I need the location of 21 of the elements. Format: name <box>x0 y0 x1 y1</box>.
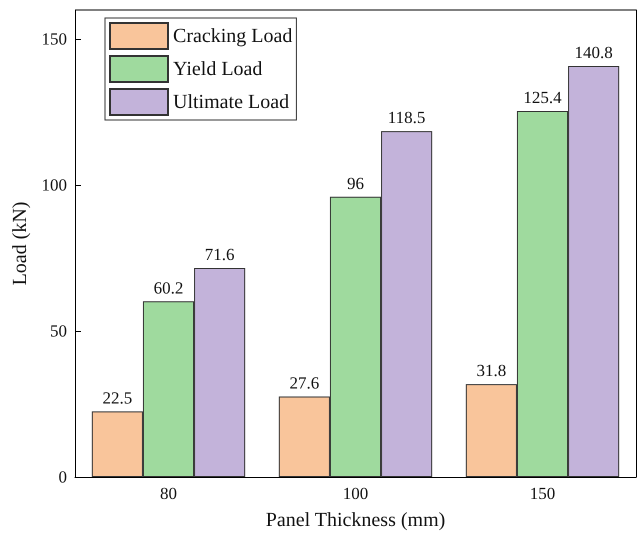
x-tick-label: 150 <box>530 484 556 503</box>
data-label: 27.6 <box>290 373 320 392</box>
y-tick-label: 150 <box>42 30 67 49</box>
data-label: 96 <box>347 174 364 193</box>
legend-label: Yield Load <box>173 58 262 80</box>
y-tick-label: 50 <box>50 322 67 341</box>
y-tick-label: 100 <box>42 176 67 195</box>
x-axis-title: Panel Thickness (mm) <box>266 509 446 531</box>
x-tick-label: 80 <box>160 484 177 503</box>
legend-label: Cracking Load <box>173 25 292 47</box>
x-tick-label: 100 <box>342 484 368 503</box>
data-label: 140.8 <box>574 43 613 62</box>
data-label: 22.5 <box>102 388 132 408</box>
data-label: 31.8 <box>476 361 506 380</box>
data-label: 125.4 <box>523 88 562 107</box>
y-tick-label: 0 <box>58 468 67 486</box>
legend-label: Ultimate Load <box>173 91 290 113</box>
data-label: 60.2 <box>154 278 184 298</box>
y-axis-title: Load (kN) <box>9 202 31 286</box>
data-label: 71.6 <box>204 245 234 264</box>
data-label: 118.5 <box>388 108 426 128</box>
